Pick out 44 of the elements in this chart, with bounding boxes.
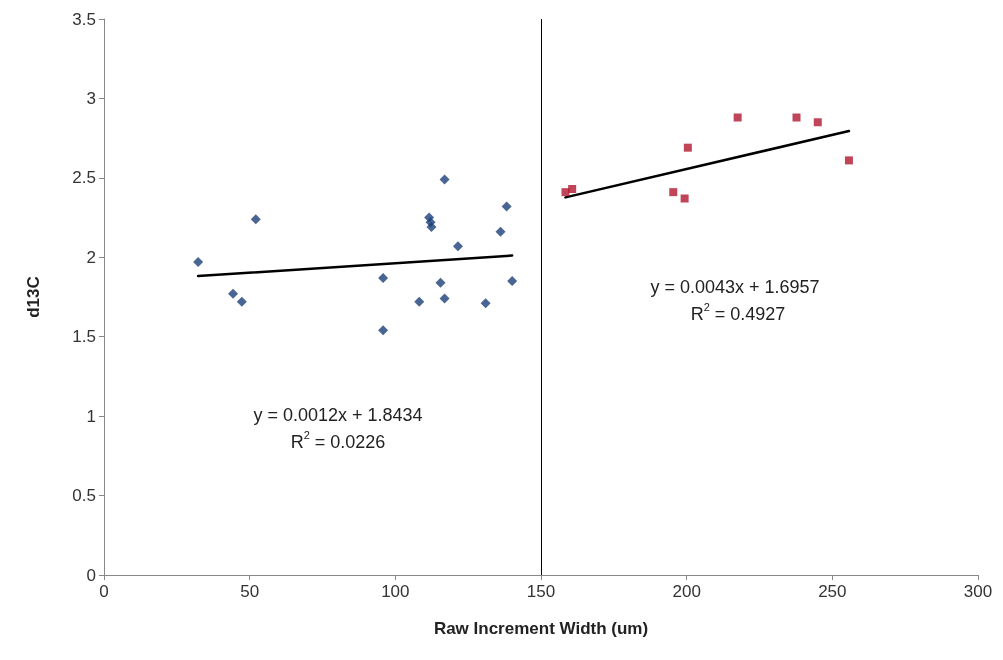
x-tick-label: 300 [963,582,993,601]
point [236,296,247,307]
point [792,113,801,122]
point [669,188,678,197]
point [507,276,518,287]
point [414,296,425,307]
point [844,156,853,165]
point [452,241,463,252]
y-tick-label: 1.5 [72,327,96,347]
y-tick-label: 0 [86,565,96,585]
y-tick-label: 2.5 [72,168,96,188]
point [680,194,689,203]
x-axis-title: Raw Increment Width (um) [433,619,649,638]
y-tick-label: 0.5 [72,486,96,506]
y-axis-title: d13C [24,276,43,318]
point [426,222,437,233]
annotation: y = 0.0012x + 1.8434 [253,405,423,425]
point [683,143,692,152]
point [439,174,450,185]
annotation: y = 0.0043x + 1.6957 [650,277,820,297]
x-tick-label: 50 [240,582,260,601]
point [568,184,577,193]
point [480,298,491,309]
point [193,257,204,268]
x-tick-label: 0 [99,582,109,601]
point [561,188,570,197]
point [733,113,742,122]
y-tick-label: 1 [86,406,96,426]
x-tick-label: 150 [526,582,556,601]
point [439,293,450,304]
y-tick-label: 3.5 [72,9,96,29]
x-tick-label: 100 [381,582,410,601]
point [378,325,389,336]
y-tick-label: 3 [86,88,96,108]
point [435,277,446,288]
point [813,118,822,127]
point [378,272,389,283]
y-tick-label: 2 [86,247,96,267]
x-tick-label: 250 [818,582,847,601]
point [228,288,239,299]
x-tick-label: 200 [672,582,701,601]
point [250,214,261,225]
point [501,201,512,212]
point [495,226,506,237]
